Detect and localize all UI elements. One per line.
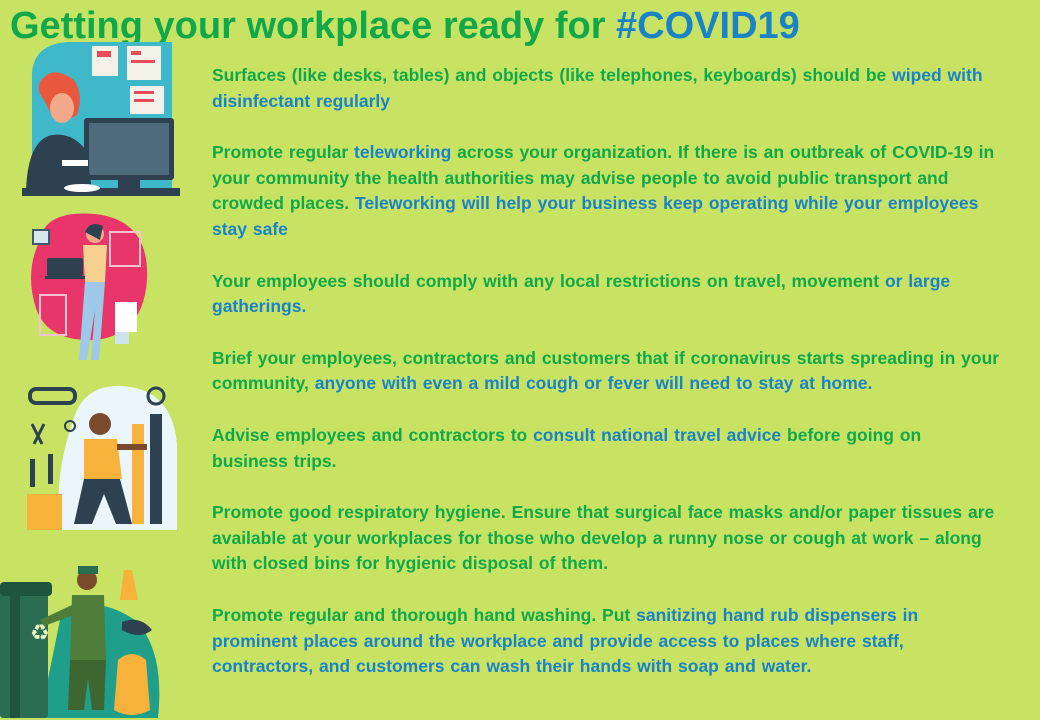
- guidance-highlight: Teleworking will help your business keep…: [212, 193, 979, 239]
- svg-text:♻: ♻: [30, 621, 50, 646]
- guidance-text: across your organization. If there is an…: [212, 142, 995, 214]
- guidance-travel: Advise employees and contractors to cons…: [212, 423, 1002, 474]
- guidance-brief: Brief your employees, contractors and cu…: [212, 346, 1002, 397]
- guidance-handwashing: Promote regular and thorough hand washin…: [212, 603, 1002, 680]
- guidance-text: Brief your employees, contractors and cu…: [212, 347, 1000, 394]
- guidance-text: Advise employees and contractors to: [212, 424, 534, 445]
- sanitation-worker-with-bins-illustration: ♻: [0, 560, 165, 718]
- woman-at-desktop-computer-illustration: [22, 40, 180, 200]
- guidance-text: Your employees should comply with any lo…: [212, 270, 885, 291]
- page-title: Getting your workplace ready for #COVID1…: [10, 2, 800, 50]
- guidance-highlight: anyone with even a mild cough or fever w…: [314, 373, 873, 394]
- mechanic-with-tools-illustration: [22, 384, 180, 532]
- guidance-highlight: sanitizing hand rub dispensers in promin…: [212, 604, 919, 677]
- guidance-list: Surfaces (like desks, tables) and object…: [212, 63, 1002, 706]
- guidance-text: before going on business trips.: [212, 424, 922, 471]
- guidance-highlight: teleworking: [354, 142, 452, 163]
- guidance-text: Promote regular: [212, 142, 355, 163]
- guidance-restrictions: Your employees should comply with any lo…: [212, 269, 1002, 320]
- woman-with-laptop-illustration: [25, 210, 150, 370]
- title-text: Getting your workplace ready for: [10, 5, 617, 47]
- guidance-text: Promote good respiratory hygiene. Ensure…: [212, 502, 995, 574]
- guidance-highlight: or large gatherings.: [212, 270, 951, 317]
- guidance-teleworking: Promote regular teleworking across your …: [212, 140, 1002, 242]
- guidance-text: Promote regular and thorough hand washin…: [212, 604, 637, 625]
- guidance-respiratory: Promote good respiratory hygiene. Ensure…: [212, 500, 1002, 577]
- guidance-text: Surfaces (like desks, tables) and object…: [212, 65, 893, 85]
- title-hashtag: #COVID19: [616, 5, 800, 47]
- guidance-highlight: wiped with disinfectant regularly: [212, 65, 983, 111]
- guidance-highlight: consult national travel advice: [533, 424, 782, 445]
- guidance-surfaces: Surfaces (like desks, tables) and object…: [212, 63, 1002, 114]
